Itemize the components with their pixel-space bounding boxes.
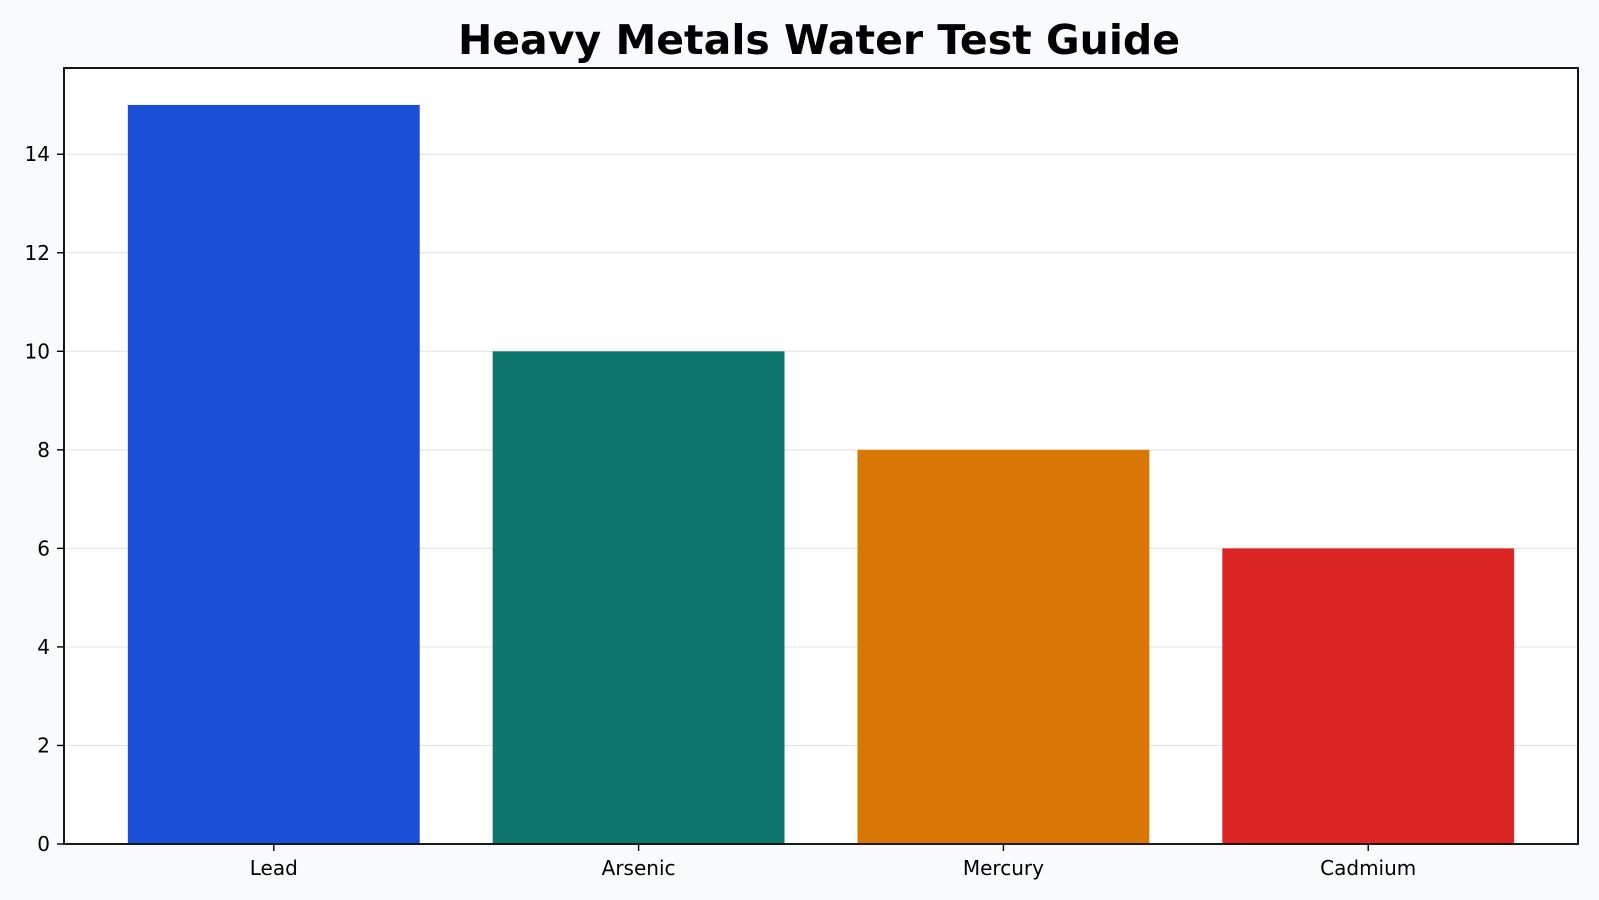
bar-lead: [127, 104, 420, 844]
chart-title: Heavy Metals Water Test Guide: [458, 16, 1180, 64]
y-tick-label: 4: [37, 635, 50, 659]
x-tick-label: Mercury: [963, 856, 1044, 880]
x-tick-label: Lead: [250, 856, 298, 880]
y-tick-label: 6: [37, 536, 50, 560]
plot-area: Lead Arsenic Mercury Cadmium 0 2 4 6 8 10 12 14: [25, 67, 1579, 880]
y-tick-label: 2: [37, 733, 50, 757]
bar-mercury: [857, 449, 1150, 844]
y-tick-label: 0: [37, 832, 50, 856]
bar-arsenic: [492, 351, 785, 844]
x-tick-label: Cadmium: [1320, 856, 1416, 880]
y-tick-label: 14: [25, 142, 50, 166]
bar-cadmium: [1222, 548, 1515, 844]
y-tick-label: 8: [37, 438, 50, 462]
y-tick-label: 12: [25, 241, 50, 265]
x-tick-label: Arsenic: [602, 856, 676, 880]
plot-border: [63, 67, 1579, 845]
y-tick-label: 10: [25, 339, 50, 363]
